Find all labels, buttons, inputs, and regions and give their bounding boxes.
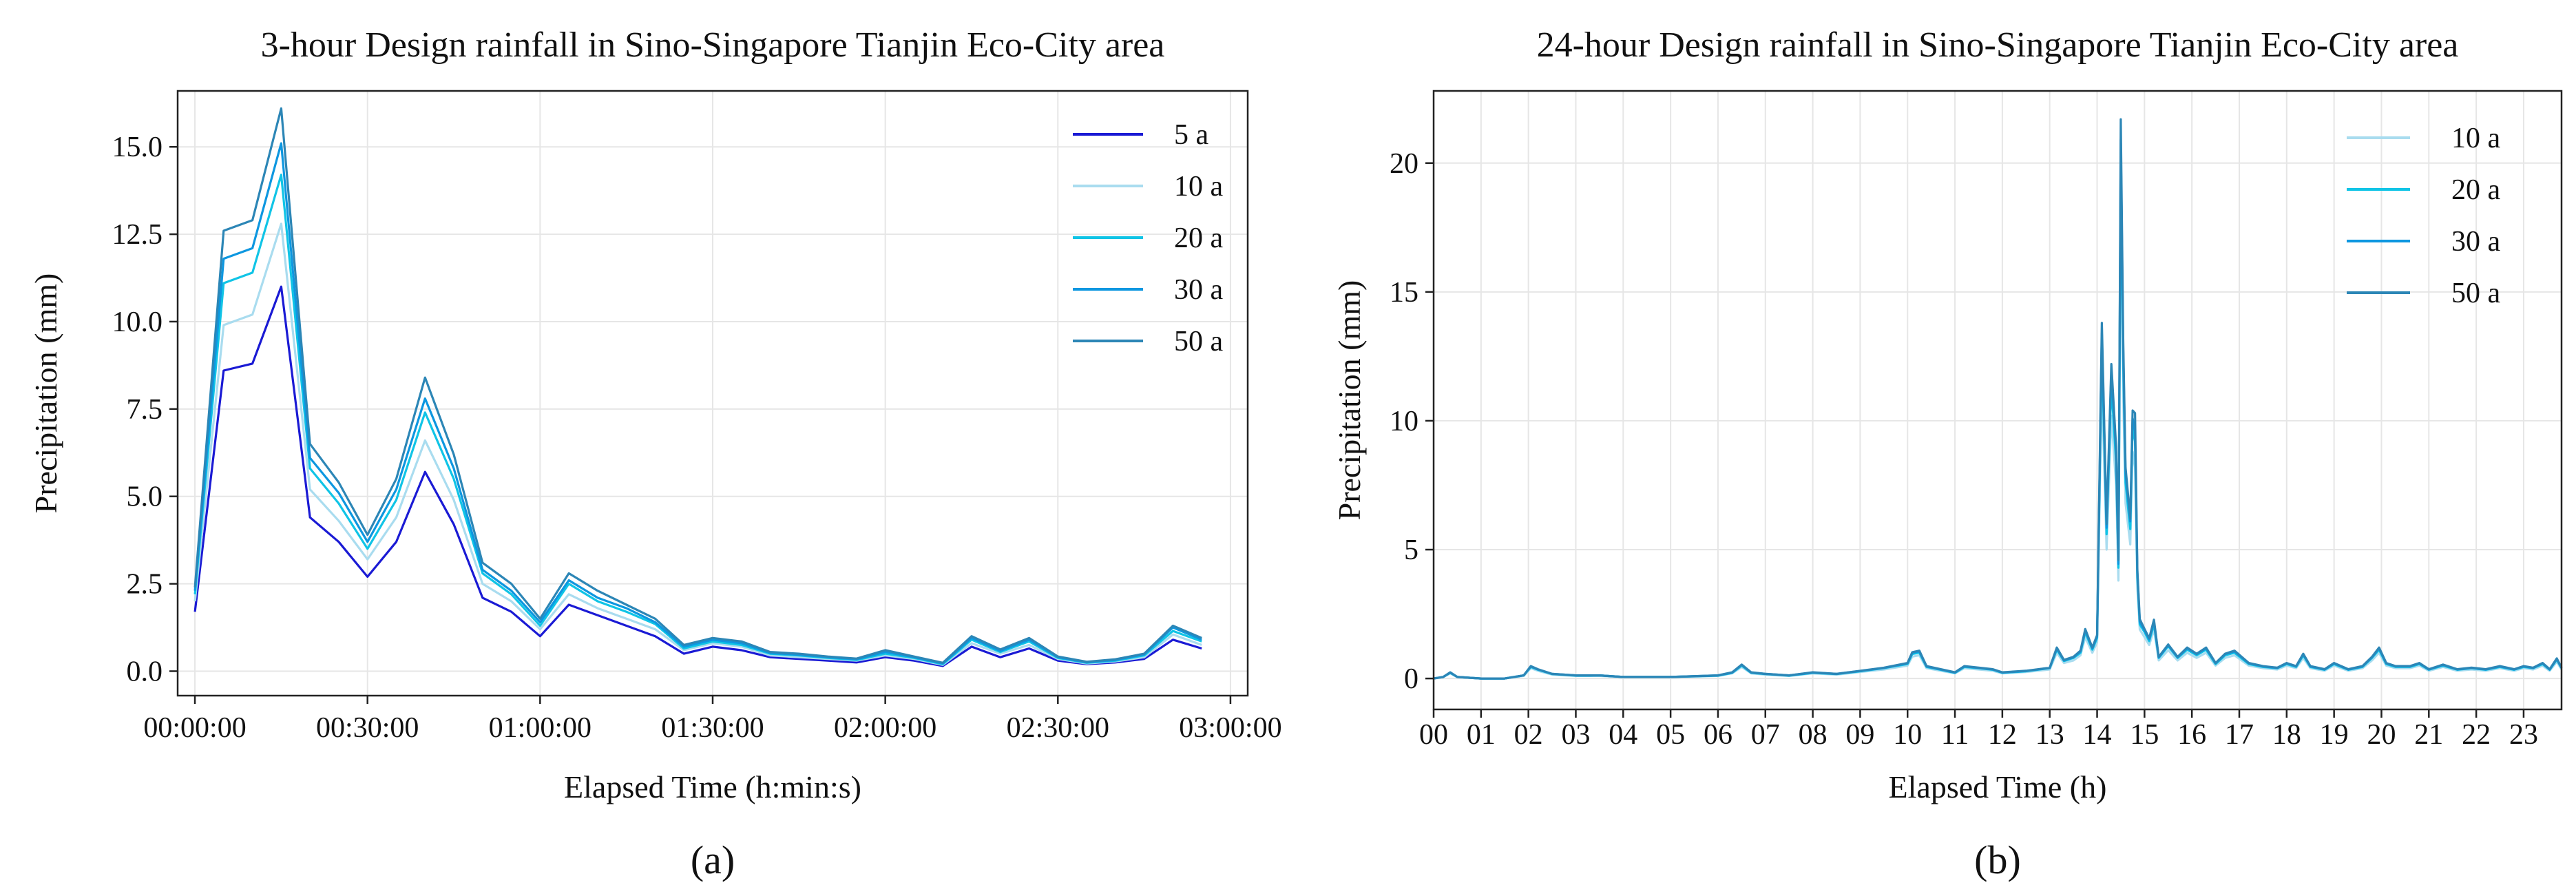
series-group <box>193 107 1202 667</box>
plot-frame <box>1432 90 2563 711</box>
grid-lines <box>1433 91 2562 709</box>
x-axis-label: Elapsed Time (h:min:s) <box>564 769 861 804</box>
y-tick-label: 7.5 <box>127 394 163 426</box>
x-tick-label: 21 <box>2414 719 2443 751</box>
x-tick-label: 00 <box>1419 719 1448 751</box>
legend-label: 10 a <box>2451 123 2501 154</box>
x-tick-label: 01 <box>1467 719 1496 751</box>
y-tick-label: 0 <box>1404 663 1418 695</box>
y-tick-label: 10.0 <box>112 306 163 338</box>
y-tick-label: 12.5 <box>112 219 163 251</box>
series-line-50a <box>1433 118 2563 680</box>
x-tick-label: 15 <box>2130 719 2159 751</box>
legend-label: 5 a <box>1174 119 1209 151</box>
x-tick-label: 20 <box>2367 719 2396 751</box>
y-tick-label: 5.0 <box>127 481 163 513</box>
x-tick-label: 07 <box>1751 719 1780 751</box>
x-tick-label: 23 <box>2509 719 2538 751</box>
series-line-20a <box>193 174 1202 665</box>
x-tick-label: 02:00:00 <box>834 712 936 744</box>
series-line-10a <box>1433 200 2563 680</box>
legend-label: 50 a <box>1174 326 1224 357</box>
legend-label: 30 a <box>1174 274 1224 306</box>
legend-label: 10 a <box>1174 171 1224 202</box>
legend-label: 20 a <box>2451 174 2501 206</box>
y-tick-label: 15 <box>1390 277 1418 309</box>
x-tick-label: 00:00:00 <box>143 712 246 744</box>
x-tick-label: 19 <box>2320 719 2349 751</box>
panel-b-chart: 00 01 02 03 04 05 06 07 08 09 10 11 12 13 14 15 16 17 18 19… <box>1332 25 2563 882</box>
x-tick-label: 18 <box>2272 719 2301 751</box>
x-tick-label: 05 <box>1656 719 1685 751</box>
panel-label: (b) <box>1974 838 2021 882</box>
x-tick-label: 00:30:00 <box>316 712 419 744</box>
series-line-10a <box>193 222 1202 666</box>
x-tick-label: 17 <box>2225 719 2254 751</box>
x-tick-label: 04 <box>1609 719 1637 751</box>
x-tick-label: 09 <box>1845 719 1874 751</box>
chart-title: 3-hour Design rainfall in Sino-Singapore… <box>261 25 1165 65</box>
y-tick-label: 2.5 <box>127 569 163 601</box>
y-tick-label: 20 <box>1390 148 1418 180</box>
legend-label: 50 a <box>2451 278 2501 309</box>
y-tick-label: 10 <box>1390 406 1418 437</box>
y-axis-label: Precipitation (mm) <box>1332 280 1367 521</box>
y-tick-label: 0.0 <box>127 656 163 687</box>
legend: 5 a 10 a 20 a 30 a 50 a <box>1073 119 1224 357</box>
x-tick-label: 02:30:00 <box>1007 712 1109 744</box>
x-tick-label: 06 <box>1704 719 1732 751</box>
legend: 10 a 20 a 30 a 50 a <box>2347 123 2501 309</box>
series-line-50a <box>193 107 1202 664</box>
y-tick-label: 15.0 <box>112 132 163 163</box>
series-line-5a <box>193 285 1202 667</box>
x-tick-label: 03 <box>1561 719 1590 751</box>
series-line-30a <box>193 142 1202 665</box>
x-tick-label: 16 <box>2177 719 2206 751</box>
x-tick-label: 10 <box>1893 719 1922 751</box>
x-tick-label: 01:30:00 <box>661 712 764 744</box>
panel-label: (a) <box>691 838 735 882</box>
x-tick-label: 11 <box>1941 719 1969 751</box>
x-axis-label: Elapsed Time (h) <box>1889 769 2107 804</box>
x-tick-label: 13 <box>2035 719 2064 751</box>
x-tick-label: 01:00:00 <box>489 712 591 744</box>
x-tick-label: 14 <box>2083 719 2112 751</box>
x-tick-label: 02 <box>1514 719 1543 751</box>
x-tick-label: 12 <box>1988 719 2017 751</box>
x-tick-label: 08 <box>1799 719 1828 751</box>
y-tick-label: 5 <box>1404 534 1418 566</box>
series-group <box>1433 118 2563 680</box>
chart-title: 24-hour Design rainfall in Sino-Singapor… <box>1537 25 2459 65</box>
x-tick-label: 22 <box>2462 719 2491 751</box>
grid-lines <box>178 91 1248 696</box>
series-line-30a <box>1433 138 2563 680</box>
x-tick-label: 03:00:00 <box>1179 712 1281 744</box>
series-line-20a <box>1433 159 2563 680</box>
panel-a-chart: 00:00:00 00:30:00 01:00:00 01:30:00 02:00:00… <box>28 25 1282 882</box>
legend-label: 30 a <box>2451 226 2501 258</box>
legend-label: 20 a <box>1174 222 1224 254</box>
y-axis-label: Precipitation (mm) <box>28 273 63 514</box>
